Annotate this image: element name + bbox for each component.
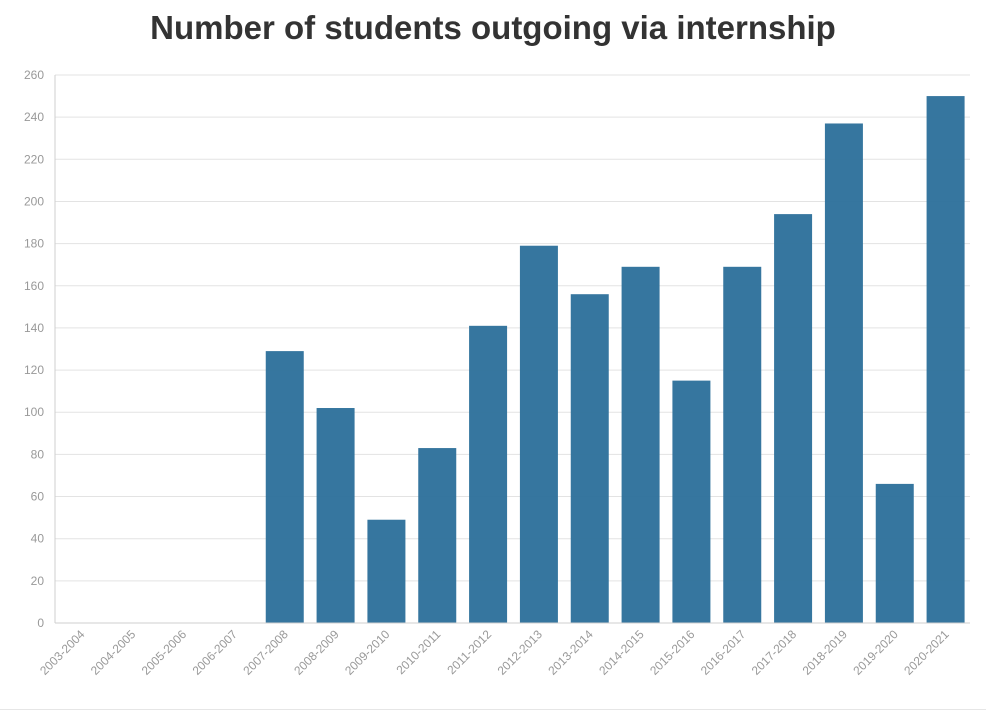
bar-2019-2020 — [875, 483, 914, 623]
y-tick-label: 220 — [24, 152, 44, 166]
bar-2011-2012 — [469, 325, 508, 623]
gridlines — [55, 74, 970, 624]
x-tick-label: 2010-2011 — [394, 627, 444, 677]
y-tick-label: 200 — [24, 194, 44, 208]
x-tick-label: 2008-2009 — [291, 627, 342, 678]
bar-2013-2014 — [570, 294, 609, 623]
x-tick-label: 2009-2010 — [342, 627, 393, 678]
x-axis-tick-labels: 2003-2004 2004-2005 2005-2006 2006-2007 2007… — [37, 627, 952, 678]
bar-2020-2021 — [926, 96, 965, 624]
footer-divider — [0, 709, 986, 710]
x-tick-label: 2012-2013 — [495, 627, 546, 678]
x-tick-label: 2013-2014 — [545, 627, 596, 678]
y-tick-label: 180 — [24, 237, 44, 251]
y-tick-label: 80 — [31, 447, 45, 461]
bar-2018-2019 — [824, 123, 863, 623]
x-tick-label: 2006-2007 — [190, 627, 241, 678]
y-tick-label: 140 — [24, 321, 44, 335]
x-tick-label: 2011-2012 — [444, 627, 494, 677]
y-tick-label: 100 — [24, 405, 44, 419]
bar-2008-2009 — [316, 408, 355, 623]
x-tick-label: 2003-2004 — [37, 627, 88, 678]
x-tick-label: 2016-2017 — [698, 627, 749, 678]
x-tick-label: 2005-2006 — [139, 627, 190, 678]
x-tick-label: 2020-2021 — [901, 627, 952, 678]
bar-2017-2018 — [774, 214, 813, 623]
x-tick-label: 2004-2005 — [88, 627, 139, 678]
bar-2012-2013 — [519, 245, 558, 623]
y-tick-label: 120 — [24, 363, 44, 377]
y-tick-label: 160 — [24, 279, 44, 293]
y-tick-label: 40 — [31, 532, 45, 546]
x-tick-label: 2007-2008 — [240, 627, 291, 678]
bar-2007-2008 — [265, 351, 304, 623]
y-tick-label: 240 — [24, 110, 44, 124]
x-tick-label: 2014-2015 — [596, 627, 647, 678]
y-tick-label: 260 — [24, 68, 44, 82]
y-tick-label: 20 — [31, 574, 45, 588]
bars — [265, 96, 965, 624]
bar-2015-2016 — [672, 380, 711, 623]
bar-2010-2011 — [418, 448, 457, 623]
bar-2016-2017 — [723, 266, 762, 623]
y-tick-label: 60 — [31, 490, 45, 504]
x-tick-label: 2015-2016 — [647, 627, 698, 678]
x-tick-label: 2018-2019 — [800, 627, 851, 678]
chart-title: Number of students outgoing via internsh… — [150, 9, 836, 46]
y-axis-tick-labels: 0 20 40 60 80 100 120 140 160 180 200 220 240 260 — [24, 68, 44, 630]
y-tick-label: 0 — [37, 616, 44, 630]
bar-2014-2015 — [621, 266, 660, 623]
bar-2009-2010 — [367, 519, 406, 623]
x-tick-label: 2019-2020 — [850, 627, 901, 678]
x-tick-label: 2017-2018 — [749, 627, 800, 678]
